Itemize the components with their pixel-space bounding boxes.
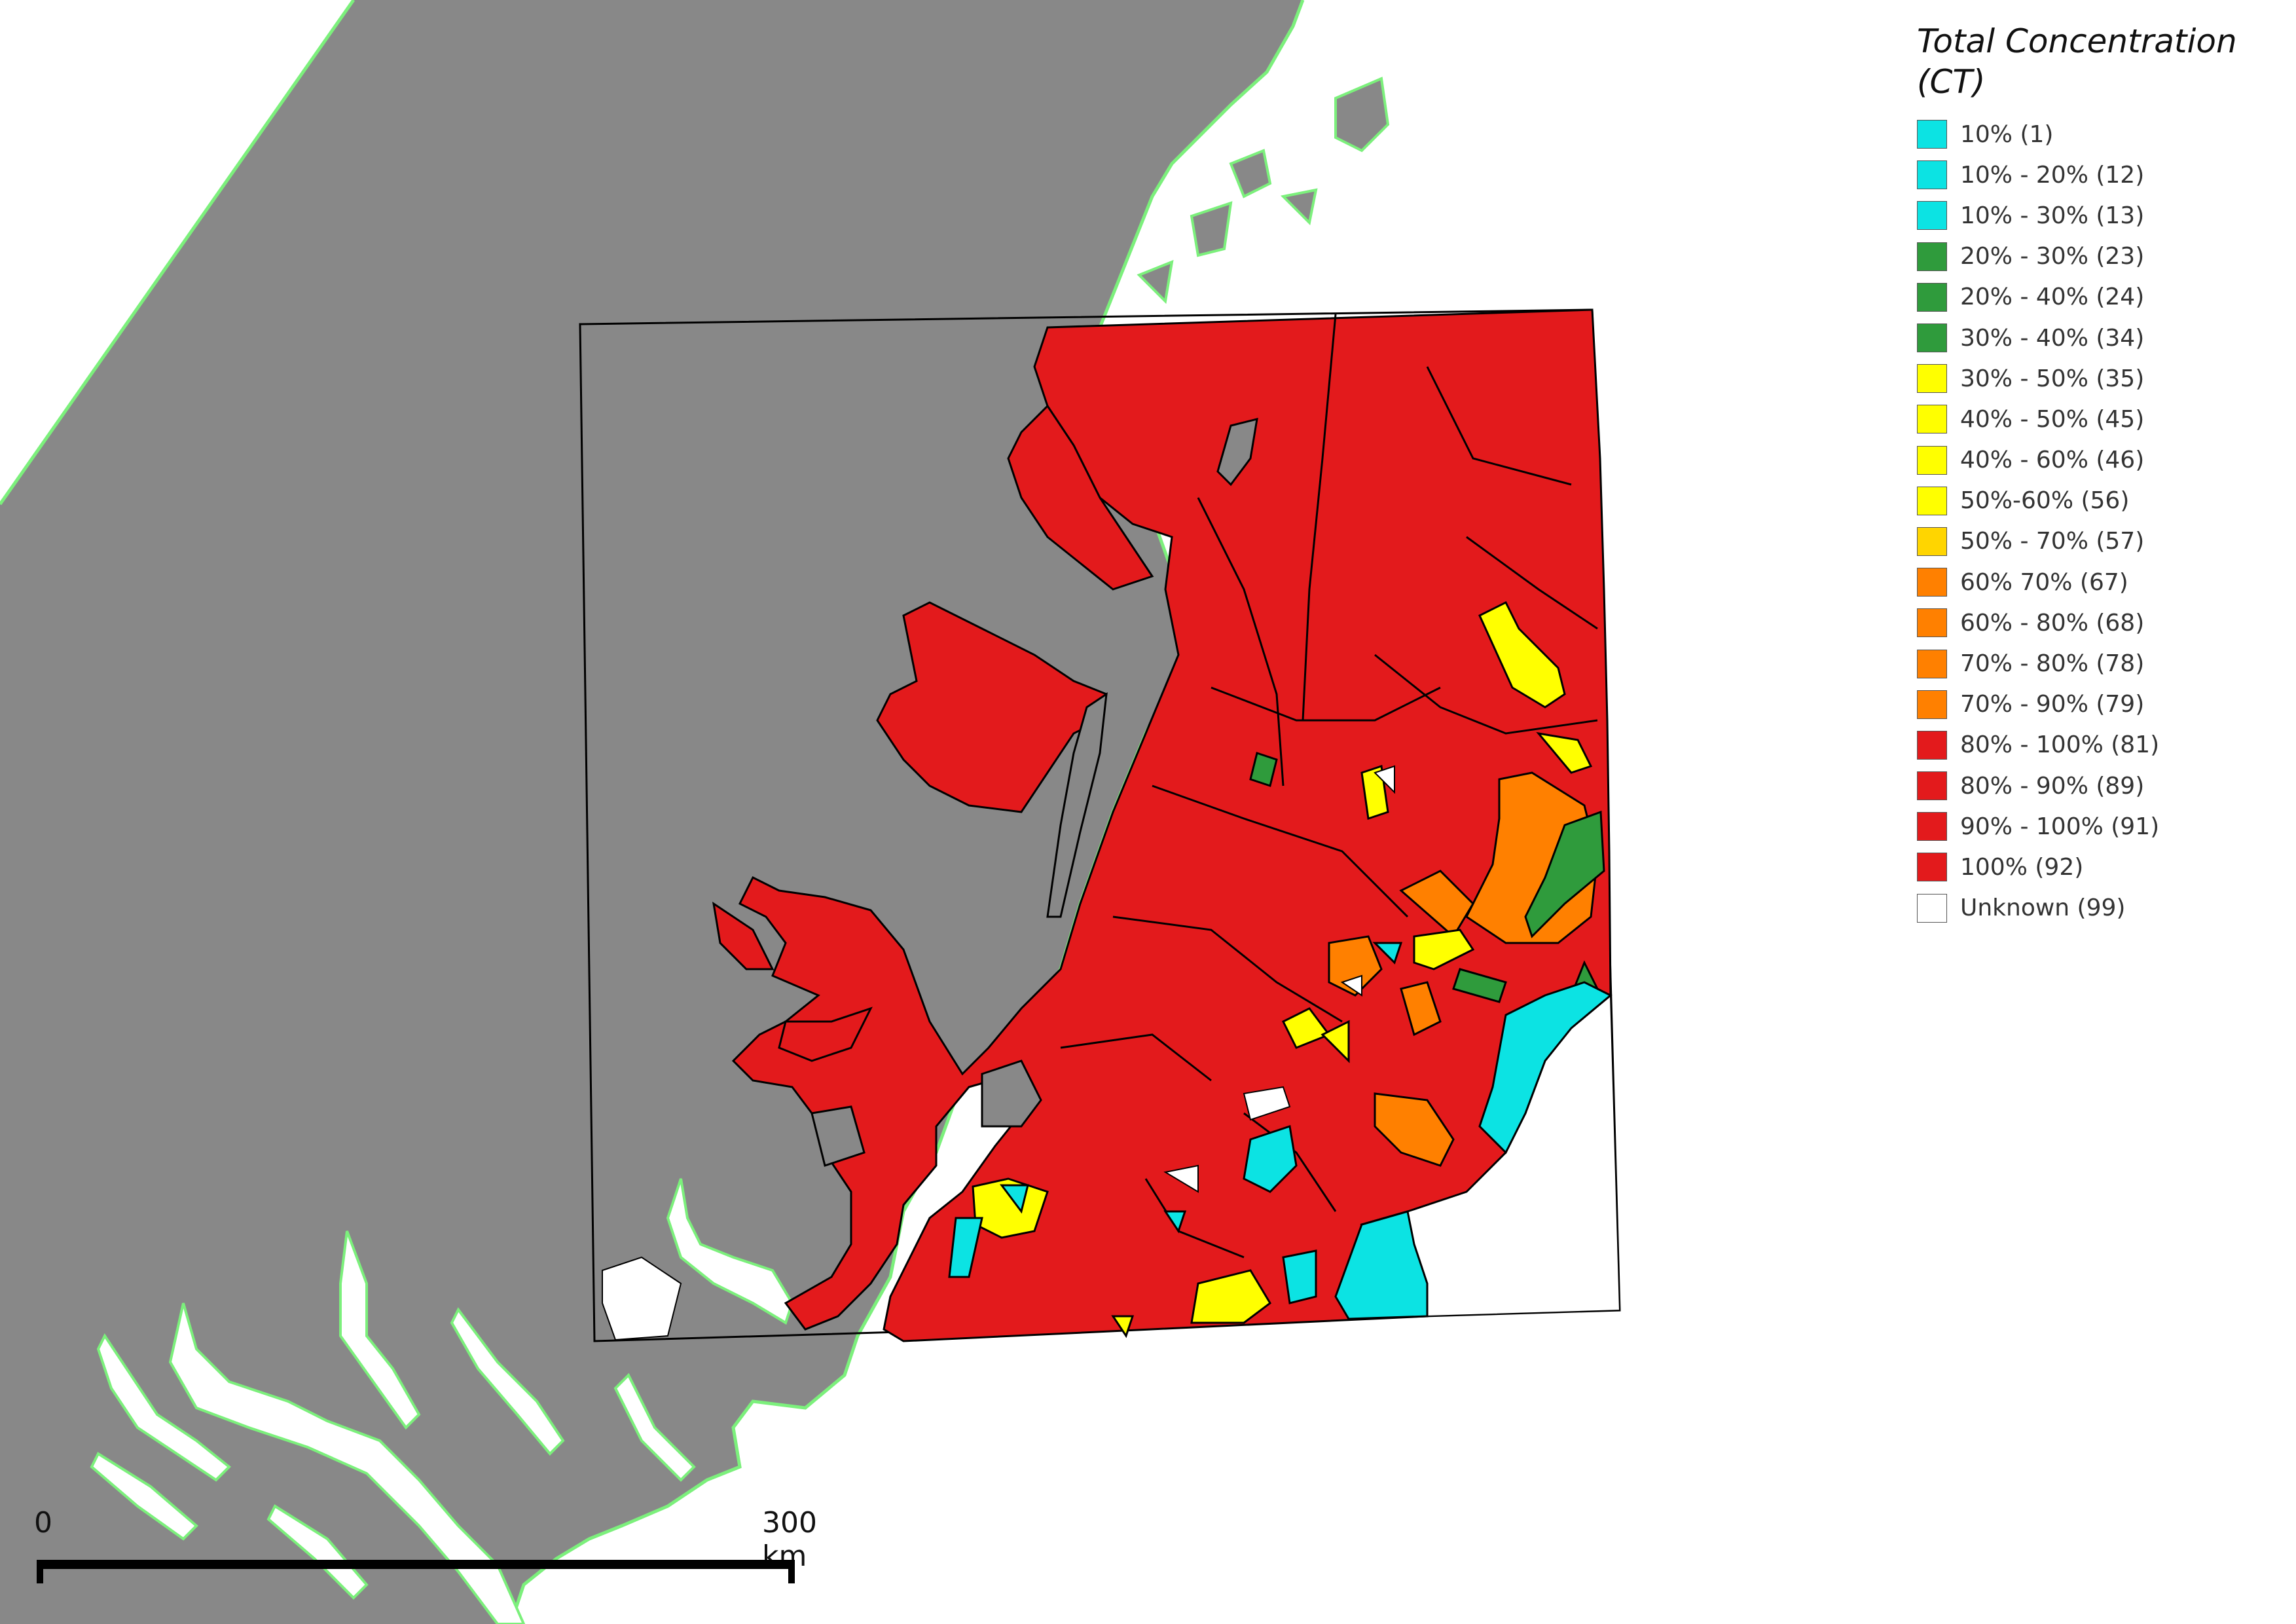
legend-items: 10% (1) 10% - 20% (12) 10% - 30% (13) 20% -…	[1917, 114, 2284, 929]
legend-swatch	[1917, 405, 1947, 434]
ice-zone-red-west	[712, 404, 1154, 1062]
legend-label: 20% - 40% (24)	[1960, 284, 2145, 311]
legend-item: 80% - 90% (89)	[1917, 766, 2284, 806]
legend-title: Total Concentration (CT)	[1917, 22, 2237, 101]
legend-item: 70% - 80% (78)	[1917, 643, 2284, 684]
land-enclaves	[811, 417, 1258, 1167]
islands	[1137, 77, 1390, 304]
legend-swatch	[1917, 608, 1947, 638]
legend-swatch	[1917, 364, 1947, 394]
legend-label: 40% - 50% (45)	[1960, 405, 2145, 433]
legend-label: 30% - 50% (35)	[1960, 365, 2145, 392]
legend-swatch	[1917, 282, 1947, 312]
legend-label: 90% - 100% (91)	[1960, 813, 2160, 840]
legend-swatch	[1917, 242, 1947, 271]
legend-item: 80% - 100% (81)	[1917, 725, 2284, 766]
legend-label: 20% - 30% (23)	[1960, 243, 2145, 270]
zone-boundaries	[1060, 314, 1598, 1259]
legend-item: 60% - 80% (68)	[1917, 602, 2284, 643]
legend-item: 20% - 30% (23)	[1917, 236, 2284, 277]
legend-label: 70% - 90% (79)	[1960, 691, 2145, 718]
legend-label: 60% 70% (67)	[1960, 568, 2128, 596]
legend-label: 50%-60% (56)	[1960, 487, 2130, 515]
legend-item: 90% - 100% (91)	[1917, 806, 2284, 847]
legend-item: Unknown (99)	[1917, 888, 2284, 929]
ice-zone-yellow	[972, 600, 1593, 1338]
legend-label: 30% - 40% (34)	[1960, 324, 2145, 352]
legend-swatch	[1917, 201, 1947, 231]
legend-swatch	[1917, 160, 1947, 190]
legend-swatch	[1917, 649, 1947, 678]
scale-end-tick-left	[37, 1560, 43, 1583]
legend-label: 50% - 70% (57)	[1960, 528, 2145, 555]
legend-swatch	[1917, 893, 1947, 923]
legend-swatch	[1917, 771, 1947, 801]
legend-item: 10% - 20% (12)	[1917, 155, 2284, 195]
land-mass	[0, 0, 1303, 1624]
ice-zone-cyan	[948, 942, 1613, 1320]
legend-swatch	[1917, 730, 1947, 760]
legend-swatch	[1917, 690, 1947, 719]
scale-bar: 0 300 km	[34, 1506, 817, 1583]
legend-swatch	[1917, 120, 1947, 149]
legend-label: 10% - 20% (12)	[1960, 161, 2145, 189]
legend-item: 100% (92)	[1917, 847, 2284, 887]
legend-label: 80% - 90% (89)	[1960, 772, 2145, 800]
legend-swatch	[1917, 323, 1947, 353]
legend-label: 70% - 80% (78)	[1960, 650, 2145, 678]
scale-end-tick-right	[788, 1560, 795, 1583]
legend-swatch	[1917, 812, 1947, 841]
legend-item: 50%-60% (56)	[1917, 481, 2284, 521]
legend-item: 70% - 90% (79)	[1917, 684, 2284, 725]
legend-swatch	[1917, 568, 1947, 597]
legend-item: 40% - 60% (46)	[1917, 440, 2284, 481]
legend-swatch	[1917, 526, 1947, 556]
legend-item: 50% - 70% (57)	[1917, 521, 2284, 562]
legend-item: 30% - 50% (35)	[1917, 358, 2284, 399]
legend-item: 10% (1)	[1917, 114, 2284, 155]
scale-line	[37, 1560, 795, 1569]
fjords	[90, 1178, 794, 1624]
legend-label: 60% - 80% (68)	[1960, 609, 2145, 637]
legend-item: 10% - 30% (13)	[1917, 195, 2284, 236]
legend-label: 10% - 30% (13)	[1960, 202, 2145, 229]
legend-swatch	[1917, 853, 1947, 882]
legend-label: 10% (1)	[1960, 120, 2054, 148]
ice-zone-red-main	[731, 308, 1612, 1342]
legend-swatch	[1917, 486, 1947, 515]
legend-item: 40% - 50% (45)	[1917, 399, 2284, 439]
scale-start-label: 0	[34, 1506, 52, 1540]
legend: Total Concentration (CT) 10% (1) 10% - 20…	[1917, 21, 2284, 929]
ice-zone-unknown	[602, 765, 1395, 1341]
legend-label: 100% (92)	[1960, 853, 2084, 881]
legend-item: 60% 70% (67)	[1917, 562, 2284, 602]
legend-swatch	[1917, 445, 1947, 475]
legend-item: 30% - 40% (34)	[1917, 318, 2284, 358]
legend-label: Unknown (99)	[1960, 895, 2126, 922]
legend-item: 20% - 40% (24)	[1917, 277, 2284, 318]
legend-label: 80% - 100% (81)	[1960, 731, 2160, 759]
legend-label: 40% - 60% (46)	[1960, 447, 2145, 474]
